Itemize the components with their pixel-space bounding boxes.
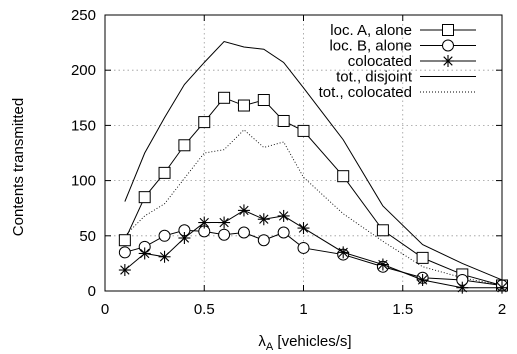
legend-item-tot-colocated: tot., colocated <box>319 84 476 101</box>
data-point-star <box>138 247 151 260</box>
x-tick-label: 1 <box>299 301 307 318</box>
data-point-circle <box>297 241 310 254</box>
y-tick-label: 50 <box>79 228 96 245</box>
data-point-square <box>257 94 270 107</box>
legend-item-colocated: colocated <box>348 53 476 70</box>
x-tick-label: 1.5 <box>392 301 413 318</box>
star-stroke <box>443 56 453 66</box>
x-tick-label: 0.5 <box>194 301 215 318</box>
legend-label: colocated <box>348 53 412 70</box>
star-stroke <box>259 214 269 224</box>
data-point-star <box>118 264 131 277</box>
data-point-circle <box>218 228 231 241</box>
data-point-square <box>416 251 429 264</box>
legend-item-loc-a-alone: loc. A, alone <box>330 22 476 39</box>
data-point-circle <box>237 226 250 239</box>
star-stroke <box>239 205 249 216</box>
data-point-star <box>277 209 290 222</box>
star-stroke <box>219 217 229 228</box>
series-loc-a-alone <box>118 91 508 292</box>
data-point-square <box>138 191 151 204</box>
x-axis-label-unit: [vehicles/s] <box>273 333 351 350</box>
data-point-square <box>337 170 350 183</box>
y-tick-label: 150 <box>71 117 96 134</box>
star-stroke <box>338 247 348 258</box>
star-stroke <box>159 252 170 262</box>
data-point-star <box>237 204 250 217</box>
legend-item-tot-disjoint: tot., disjoint <box>336 69 476 86</box>
plot-series <box>118 40 508 294</box>
star-stroke <box>179 233 190 243</box>
star-stroke <box>298 223 309 233</box>
y-tick-label: 100 <box>71 173 96 190</box>
data-point-star <box>456 281 469 294</box>
legend-label: tot., disjoint <box>336 69 413 86</box>
data-point-star <box>416 273 429 286</box>
x-axis-label-subscript: A <box>266 341 274 353</box>
data-point-star <box>376 258 389 271</box>
x-tick-label: 2 <box>498 301 506 318</box>
data-point-star <box>297 222 310 235</box>
y-axis-label: Contents transmitted <box>10 98 27 236</box>
data-point-square <box>118 234 131 247</box>
legend-item-loc-b-alone: loc. B, alone <box>329 38 476 55</box>
data-point-circle <box>442 39 454 52</box>
data-point-square <box>376 224 389 237</box>
series-tot-disjoint <box>124 40 503 281</box>
data-point-circle <box>158 229 171 242</box>
data-point-star <box>198 216 211 229</box>
data-point-square <box>198 116 211 129</box>
data-point-circle <box>277 226 290 239</box>
series-line <box>124 97 503 286</box>
data-point-star <box>257 213 270 226</box>
data-point-square <box>237 99 250 112</box>
series-colocated <box>118 204 508 294</box>
data-point-square <box>277 114 290 127</box>
y-tick-label: 0 <box>88 283 96 300</box>
star-stroke <box>120 265 130 275</box>
x-tick-label: 0 <box>101 301 109 318</box>
star-stroke <box>199 217 209 228</box>
data-point-star <box>178 232 191 245</box>
series-line <box>124 40 503 281</box>
data-point-star <box>337 246 350 259</box>
data-point-square <box>297 124 310 137</box>
axis-ticks: 0 50 100 150 200 250 0 0.5 1 1.5 2 <box>71 7 506 318</box>
legend-label: loc. B, alone <box>329 38 412 55</box>
data-point-star <box>158 250 171 263</box>
series-line <box>124 209 502 289</box>
y-tick-label: 200 <box>71 62 96 79</box>
data-point-square <box>158 166 171 179</box>
data-point-square <box>218 91 231 104</box>
legend-label: loc. A, alone <box>330 22 412 39</box>
data-point-circle <box>257 234 270 247</box>
series-tot-colocated <box>124 129 503 286</box>
data-point-star <box>442 55 454 67</box>
x-axis-label-symbol: λ <box>258 333 266 350</box>
data-point-star <box>218 216 231 229</box>
series-line <box>124 129 503 286</box>
data-point-circle <box>118 246 131 259</box>
x-axis-label: λA [vehicles/s] <box>258 333 351 353</box>
y-tick-label: 250 <box>71 7 96 24</box>
data-point-square <box>442 24 454 36</box>
data-point-square <box>178 139 191 152</box>
legend-label: tot., colocated <box>319 84 412 101</box>
series-line <box>124 229 503 286</box>
star-stroke <box>140 248 150 259</box>
star-stroke <box>417 275 428 285</box>
star-stroke <box>378 259 388 270</box>
star-stroke <box>278 211 289 221</box>
